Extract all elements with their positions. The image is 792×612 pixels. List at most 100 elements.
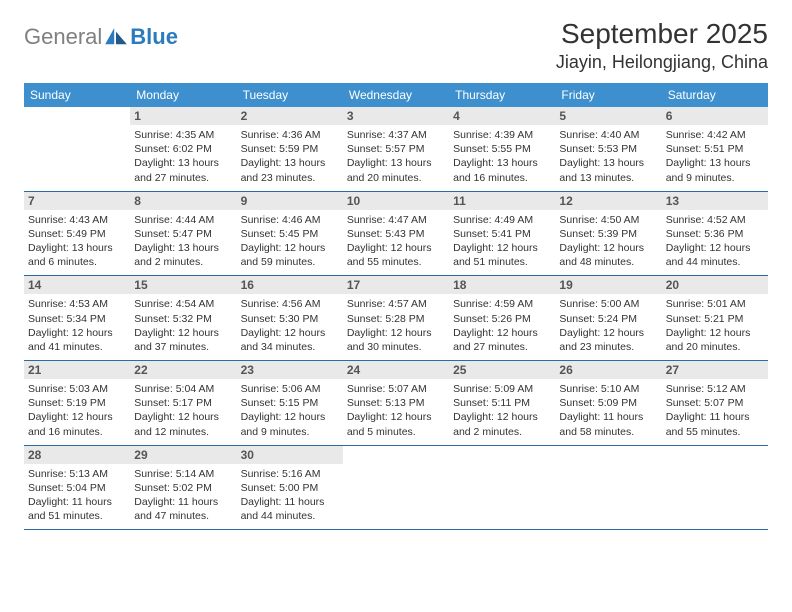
calendar-cell: 27 Sunrise: 5:12 AMSunset: 5:07 PMDayligh… — [662, 361, 768, 446]
calendar-cell: 5 Sunrise: 4:40 AMSunset: 5:53 PMDaylight… — [555, 107, 661, 191]
day-info: Sunrise: 5:12 AMSunset: 5:07 PMDaylight:… — [666, 382, 764, 439]
calendar-cell: 25 Sunrise: 5:09 AMSunset: 5:11 PMDayligh… — [449, 361, 555, 446]
weekday-header: Thursday — [449, 83, 555, 107]
calendar-head: SundayMondayTuesdayWednesdayThursdayFrid… — [24, 83, 768, 107]
day-number: 7 — [24, 192, 130, 210]
logo-word1: General — [24, 24, 102, 50]
day-number: 27 — [662, 361, 768, 379]
calendar-cell: 24Sunrise: 5:07 AMSunset: 5:13 PMDayligh… — [343, 361, 449, 446]
day-number: 2 — [237, 107, 343, 125]
day-number: 28 — [24, 446, 130, 464]
calendar-cell: 3 Sunrise: 4:37 AMSunset: 5:57 PMDaylight… — [343, 107, 449, 191]
day-info: Sunrise: 4:52 AMSunset: 5:36 PMDaylight:… — [666, 213, 764, 270]
month-title: September 2025 — [556, 18, 768, 50]
calendar-cell: 16Sunrise: 4:56 AMSunset: 5:30 PMDayligh… — [237, 276, 343, 361]
calendar-cell: 12 Sunrise: 4:50 AMSunset: 5:39 PMDayligh… — [555, 191, 661, 276]
day-info: Sunrise: 4:40 AMSunset: 5:53 PMDaylight:… — [559, 128, 657, 185]
day-info: Sunrise: 5:04 AMSunset: 5:17 PMDaylight:… — [134, 382, 232, 439]
calendar-cell: 11Sunrise: 4:49 AMSunset: 5:41 PMDayligh… — [449, 191, 555, 276]
day-number: 18 — [449, 276, 555, 294]
day-info: Sunrise: 4:53 AMSunset: 5:34 PMDaylight:… — [28, 297, 126, 354]
day-number: 14 — [24, 276, 130, 294]
day-info: Sunrise: 4:57 AMSunset: 5:28 PMDaylight:… — [347, 297, 445, 354]
day-info: Sunrise: 4:54 AMSunset: 5:32 PMDaylight:… — [134, 297, 232, 354]
day-info: Sunrise: 5:10 AMSunset: 5:09 PMDaylight:… — [559, 382, 657, 439]
weekday-header: Friday — [555, 83, 661, 107]
calendar-cell: 4 Sunrise: 4:39 AMSunset: 5:55 PMDaylight… — [449, 107, 555, 191]
day-info: Sunrise: 4:50 AMSunset: 5:39 PMDaylight:… — [559, 213, 657, 270]
calendar-cell: 17 Sunrise: 4:57 AMSunset: 5:28 PMDayligh… — [343, 276, 449, 361]
header-row: General Blue September 2025 Jiayin, Heil… — [24, 18, 768, 73]
calendar-row: .1Sunrise: 4:35 AMSunset: 6:02 PMDayligh… — [24, 107, 768, 191]
day-info: Sunrise: 4:43 AMSunset: 5:49 PMDaylight:… — [28, 213, 126, 270]
calendar-cell: 7 Sunrise: 4:43 AMSunset: 5:49 PMDaylight… — [24, 191, 130, 276]
calendar-row: 7 Sunrise: 4:43 AMSunset: 5:49 PMDaylight… — [24, 191, 768, 276]
day-number: 25 — [449, 361, 555, 379]
calendar-cell: 13 Sunrise: 4:52 AMSunset: 5:36 PMDayligh… — [662, 191, 768, 276]
weekday-header: Monday — [130, 83, 236, 107]
calendar-cell: 26 Sunrise: 5:10 AMSunset: 5:09 PMDayligh… — [555, 361, 661, 446]
day-number: 17 — [343, 276, 449, 294]
calendar-cell-empty: . — [449, 445, 555, 530]
calendar-cell: 14 Sunrise: 4:53 AMSunset: 5:34 PMDayligh… — [24, 276, 130, 361]
calendar-cell: 28 Sunrise: 5:13 AMSunset: 5:04 PMDayligh… — [24, 445, 130, 530]
calendar-cell: 2Sunrise: 4:36 AMSunset: 5:59 PMDaylight… — [237, 107, 343, 191]
calendar-cell: 8 Sunrise: 4:44 AMSunset: 5:47 PMDaylight… — [130, 191, 236, 276]
calendar-body: . 1Sunrise: 4:35 AMSunset: 6:02 PMDayligh… — [24, 107, 768, 530]
calendar-cell: 19Sunrise: 5:00 AMSunset: 5:24 PMDayligh… — [555, 276, 661, 361]
day-info: Sunrise: 5:00 AMSunset: 5:24 PMDaylight:… — [559, 297, 657, 354]
logo-word2: Blue — [130, 24, 178, 50]
day-number: 13 — [662, 192, 768, 210]
calendar-cell: 10Sunrise: 4:47 AMSunset: 5:43 PMDayligh… — [343, 191, 449, 276]
sail-icon — [105, 28, 127, 46]
calendar-cell: 30 Sunrise: 5:16 AMSunset: 5:00 PMDayligh… — [237, 445, 343, 530]
logo: General Blue — [24, 18, 178, 50]
day-number: 24 — [343, 361, 449, 379]
day-info: Sunrise: 4:46 AMSunset: 5:45 PMDaylight:… — [241, 213, 339, 270]
day-info: Sunrise: 4:59 AMSunset: 5:26 PMDaylight:… — [453, 297, 551, 354]
calendar-row: 14 Sunrise: 4:53 AMSunset: 5:34 PMDayligh… — [24, 276, 768, 361]
day-number: 8 — [130, 192, 236, 210]
day-number: 20 — [662, 276, 768, 294]
day-number: 4 — [449, 107, 555, 125]
day-number: 1 — [130, 107, 236, 125]
day-info: Sunrise: 4:39 AMSunset: 5:55 PMDaylight:… — [453, 128, 551, 185]
day-info: Sunrise: 4:42 AMSunset: 5:51 PMDaylight:… — [666, 128, 764, 185]
weekday-header: Sunday — [24, 83, 130, 107]
weekday-header: Saturday — [662, 83, 768, 107]
calendar-cell: 1Sunrise: 4:35 AMSunset: 6:02 PMDaylight… — [130, 107, 236, 191]
calendar-cell: 15Sunrise: 4:54 AMSunset: 5:32 PMDayligh… — [130, 276, 236, 361]
day-number: 9 — [237, 192, 343, 210]
day-number: 22 — [130, 361, 236, 379]
day-info: Sunrise: 4:56 AMSunset: 5:30 PMDaylight:… — [241, 297, 339, 354]
calendar-cell-empty: . — [555, 445, 661, 530]
calendar-cell: 21 Sunrise: 5:03 AMSunset: 5:19 PMDayligh… — [24, 361, 130, 446]
calendar-cell: 29Sunrise: 5:14 AMSunset: 5:02 PMDayligh… — [130, 445, 236, 530]
calendar-cell: 23Sunrise: 5:06 AMSunset: 5:15 PMDayligh… — [237, 361, 343, 446]
day-number: 12 — [555, 192, 661, 210]
day-info: Sunrise: 5:06 AMSunset: 5:15 PMDaylight:… — [241, 382, 339, 439]
weekday-header: Tuesday — [237, 83, 343, 107]
day-info: Sunrise: 4:37 AMSunset: 5:57 PMDaylight:… — [347, 128, 445, 185]
day-number: 6 — [662, 107, 768, 125]
day-number: 5 — [555, 107, 661, 125]
day-info: Sunrise: 4:44 AMSunset: 5:47 PMDaylight:… — [134, 213, 232, 270]
day-info: Sunrise: 5:13 AMSunset: 5:04 PMDaylight:… — [28, 467, 126, 524]
day-info: Sunrise: 5:03 AMSunset: 5:19 PMDaylight:… — [28, 382, 126, 439]
day-info: Sunrise: 5:09 AMSunset: 5:11 PMDaylight:… — [453, 382, 551, 439]
day-number: 3 — [343, 107, 449, 125]
day-info: Sunrise: 5:16 AMSunset: 5:00 PMDaylight:… — [241, 467, 339, 524]
calendar-row: 28 Sunrise: 5:13 AMSunset: 5:04 PMDayligh… — [24, 445, 768, 530]
day-info: Sunrise: 4:49 AMSunset: 5:41 PMDaylight:… — [453, 213, 551, 270]
day-number: 29 — [130, 446, 236, 464]
calendar-table: SundayMondayTuesdayWednesdayThursdayFrid… — [24, 83, 768, 530]
day-number: 26 — [555, 361, 661, 379]
location-subtitle: Jiayin, Heilongjiang, China — [556, 52, 768, 73]
calendar-cell: 22 Sunrise: 5:04 AMSunset: 5:17 PMDayligh… — [130, 361, 236, 446]
day-number: 21 — [24, 361, 130, 379]
day-info: Sunrise: 4:47 AMSunset: 5:43 PMDaylight:… — [347, 213, 445, 270]
calendar-cell: 20 Sunrise: 5:01 AMSunset: 5:21 PMDayligh… — [662, 276, 768, 361]
day-info: Sunrise: 5:01 AMSunset: 5:21 PMDaylight:… — [666, 297, 764, 354]
day-number: 30 — [237, 446, 343, 464]
calendar-cell-empty: . — [662, 445, 768, 530]
